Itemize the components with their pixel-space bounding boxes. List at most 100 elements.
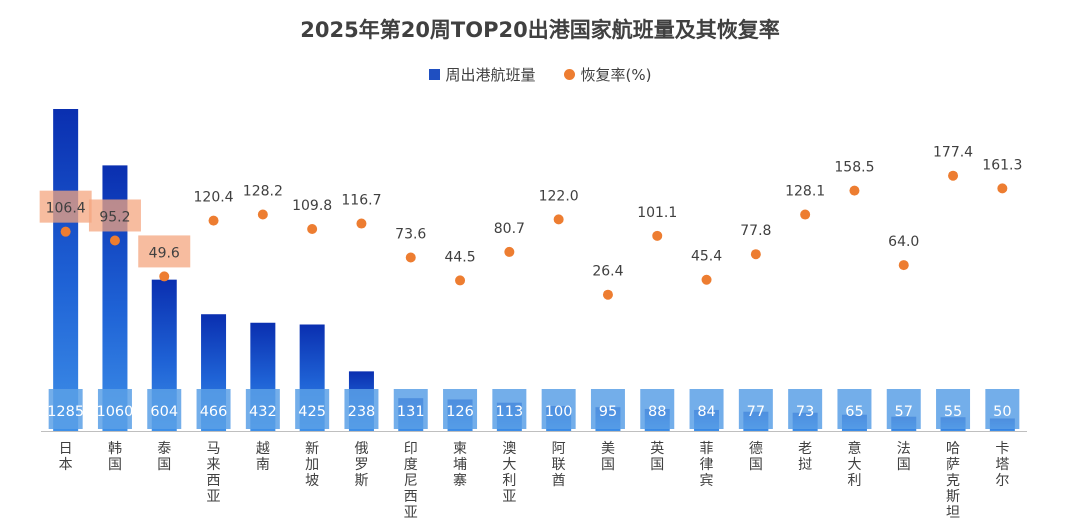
point-value-label: 80.7 bbox=[494, 221, 525, 237]
point-label-highlight bbox=[88, 199, 141, 232]
legend-item-recovery: 恢复率(%) bbox=[563, 64, 652, 85]
category-label: 俄罗斯 bbox=[354, 441, 368, 489]
bar-value-label: 238 bbox=[348, 404, 376, 420]
bar-value-label: 84 bbox=[697, 404, 715, 420]
point-label-highlight bbox=[39, 190, 92, 223]
point-value-label: 73.6 bbox=[395, 227, 426, 243]
point-label-highlight bbox=[138, 235, 191, 268]
recovery-point bbox=[652, 230, 663, 241]
bar-value-label: 604 bbox=[150, 404, 178, 420]
point-value-label: 44.5 bbox=[444, 249, 475, 265]
bar-label-box bbox=[147, 389, 182, 429]
bar-label-box bbox=[541, 389, 576, 429]
bar-value-label: 100 bbox=[545, 404, 573, 420]
recovery-point bbox=[800, 209, 811, 220]
bar-label-box bbox=[492, 389, 527, 429]
point-value-label: 101.1 bbox=[637, 205, 677, 221]
recovery-point bbox=[159, 271, 170, 282]
bar-value-label: 126 bbox=[446, 404, 474, 420]
category-label: 韩国 bbox=[108, 441, 122, 473]
category-label: 泰国 bbox=[157, 441, 171, 473]
bar-label-box bbox=[738, 389, 773, 429]
category-label: 澳大利亚 bbox=[502, 441, 516, 505]
bar-label-box bbox=[689, 389, 724, 429]
bar-value-label: 50 bbox=[993, 404, 1011, 420]
point-value-label: 95.2 bbox=[99, 209, 130, 225]
recovery-point bbox=[750, 249, 761, 260]
recovery-point bbox=[405, 252, 416, 263]
recovery-point bbox=[109, 235, 120, 246]
bar-value-label: 1285 bbox=[47, 404, 84, 420]
recovery-point bbox=[898, 260, 909, 271]
category-label: 德国 bbox=[749, 441, 763, 473]
recovery-point bbox=[208, 215, 219, 226]
bar-label-box bbox=[393, 389, 428, 429]
legend-item-flights: 周出港航班量 bbox=[428, 64, 536, 85]
bar-value-label: 88 bbox=[648, 404, 666, 420]
category-label: 柬埔寨 bbox=[453, 441, 467, 489]
bar-label-box bbox=[640, 389, 675, 429]
bar-label-box bbox=[344, 389, 379, 429]
bar-value-label: 55 bbox=[944, 404, 962, 420]
chart-title: 2025年第20周TOP20出港国家航班量及其恢复率 bbox=[300, 18, 780, 42]
bar-label-box bbox=[936, 389, 971, 429]
category-label: 老挝 bbox=[798, 441, 812, 473]
recovery-point bbox=[602, 289, 613, 300]
bar-label-box bbox=[196, 389, 231, 429]
bar-label-box bbox=[590, 389, 625, 429]
bar-label-box bbox=[985, 389, 1020, 429]
point-value-label: 45.4 bbox=[691, 249, 722, 265]
category-label: 哈萨克斯坦 bbox=[946, 441, 960, 521]
category-label: 马来西亚 bbox=[207, 441, 221, 505]
bar-value-label: 113 bbox=[496, 404, 524, 420]
point-value-label: 109.8 bbox=[292, 198, 332, 214]
bar-value-label: 425 bbox=[298, 404, 326, 420]
point-value-label: 64.0 bbox=[888, 234, 919, 250]
recovery-point bbox=[849, 185, 860, 196]
category-label: 意大利 bbox=[847, 440, 861, 489]
legend-label-recovery: 恢复率(%) bbox=[580, 66, 652, 84]
recovery-point bbox=[257, 209, 268, 220]
bar-label-box bbox=[788, 389, 823, 429]
point-value-label: 122.0 bbox=[539, 188, 579, 204]
recovery-point bbox=[60, 226, 71, 237]
bar-value-label: 57 bbox=[895, 404, 913, 420]
bar-value-label: 77 bbox=[747, 404, 765, 420]
recovery-point bbox=[553, 214, 564, 225]
bar-label-box bbox=[295, 389, 330, 429]
bar-value-label: 432 bbox=[249, 404, 277, 420]
bar-value-label: 1060 bbox=[96, 404, 133, 420]
point-value-label: 77.8 bbox=[740, 223, 771, 239]
point-value-label: 116.7 bbox=[341, 193, 381, 209]
point-value-label: 106.4 bbox=[46, 201, 86, 217]
legend-dot-swatch bbox=[563, 69, 575, 80]
bar-label-box bbox=[245, 389, 280, 429]
point-value-label: 128.2 bbox=[243, 183, 283, 199]
bar-label-box bbox=[443, 389, 478, 429]
recovery-point bbox=[997, 183, 1008, 194]
point-value-label: 128.1 bbox=[785, 184, 825, 200]
category-label: 新加坡 bbox=[305, 441, 319, 489]
legend-bar-swatch bbox=[428, 69, 440, 80]
category-label: 卡塔尔 bbox=[995, 441, 1009, 489]
bar-label-box bbox=[48, 389, 83, 429]
point-value-label: 161.3 bbox=[982, 157, 1022, 173]
recovery-point bbox=[356, 218, 367, 229]
point-value-label: 120.4 bbox=[194, 190, 234, 206]
category-label: 英国 bbox=[650, 440, 664, 473]
recovery-point bbox=[504, 246, 515, 257]
recovery-point bbox=[307, 223, 318, 234]
category-label: 菲律宾 bbox=[700, 441, 714, 489]
category-label: 日本 bbox=[59, 441, 73, 473]
category-label: 阿联酋 bbox=[552, 441, 566, 489]
point-value-label: 177.4 bbox=[933, 145, 973, 161]
point-value-label: 26.4 bbox=[592, 264, 623, 280]
legend: 周出港航班量 恢复率(%) bbox=[0, 64, 1080, 85]
category-label: 法国 bbox=[897, 441, 911, 473]
category-label: 美国 bbox=[601, 441, 615, 473]
recovery-point bbox=[948, 170, 959, 181]
bar-value-label: 131 bbox=[397, 404, 425, 420]
bar-label-box bbox=[97, 389, 132, 429]
